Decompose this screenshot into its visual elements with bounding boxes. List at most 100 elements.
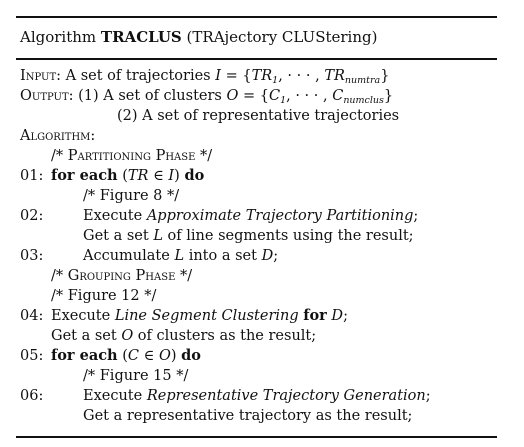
line-fragment: /* Figure 15 */ <box>83 368 189 384</box>
line-text: Execute Approximate Trajectory Partition… <box>83 206 418 226</box>
line-fragment: Execute <box>83 388 147 404</box>
line-number: 02: <box>20 208 44 224</box>
algorithm-line: 04: Execute Line Segment Clustering for D… <box>20 306 496 326</box>
algorithm-line: /* Figure 15 */ <box>20 366 496 386</box>
title-rule <box>16 58 497 60</box>
line-number: 03: <box>20 248 44 264</box>
line-fragment: ) <box>170 348 182 364</box>
algorithm-line: /* Grouping Phase */ <box>20 266 496 286</box>
bottom-rule <box>16 436 497 438</box>
algorithm-line: Output: (1) A set of clusters O = {C1, ·… <box>20 86 496 106</box>
algorithm-line: 06: Execute Representative Trajectory Gen… <box>20 386 496 406</box>
line-number: 06: <box>20 388 44 404</box>
line-fragment: /* Figure 8 */ <box>83 188 180 204</box>
algorithm-box: Algorithm TRACLUS (TRAjectory CLUStering… <box>16 12 497 438</box>
line-fragment: = { <box>238 88 269 104</box>
line-fragment: (2) A set of representative trajectories <box>117 108 400 124</box>
line-text: Accumulate L into a set D; <box>83 246 278 266</box>
title-suffix: (TRAjectory CLUStering) <box>181 28 378 46</box>
line-fragment: Input <box>20 68 57 84</box>
line-fragment: ∈ <box>138 348 159 364</box>
line-fragment: O <box>158 348 171 364</box>
algorithm-line: /* Figure 8 */ <box>20 186 496 206</box>
line-fragment: L <box>153 228 163 244</box>
line-fragment: Get a representative trajectory as the r… <box>83 408 413 424</box>
line-fragment: : A set of trajectories <box>56 68 216 84</box>
line-fragment: C <box>127 348 139 364</box>
line-text: Get a representative trajectory as the r… <box>83 406 412 426</box>
line-fragment: do <box>184 167 205 184</box>
algorithm-title: Algorithm TRACLUS (TRAjectory CLUStering… <box>20 27 377 47</box>
line-text: for each (C ∈ O) do <box>51 346 201 366</box>
line-fragment: : <box>90 128 96 144</box>
line-fragment: } <box>380 68 390 84</box>
line-number: 05: <box>20 348 44 364</box>
line-fragment: ∈ <box>148 168 169 184</box>
line-text: for each (TR ∈ I) do <box>51 166 204 186</box>
algorithm-line: Get a set O of clusters as the result; <box>20 326 496 346</box>
line-fragment: , · · · , <box>278 68 325 84</box>
line-fragment: numclus <box>343 95 384 106</box>
line-fragment: ) <box>174 168 185 184</box>
line-fragment: TR <box>324 68 345 84</box>
line-fragment: ; <box>273 248 279 264</box>
line-fragment: I <box>168 168 175 184</box>
line-fragment: for each <box>51 167 118 184</box>
line-fragment: Accumulate <box>83 248 175 264</box>
line-fragment: Get a set <box>51 328 122 344</box>
line-fragment: L <box>174 248 185 264</box>
algorithm-line: /* Figure 12 */ <box>20 286 496 306</box>
line-fragment: C <box>332 88 344 104</box>
line-fragment: ( <box>117 168 128 184</box>
line-fragment: I <box>215 68 221 84</box>
line-text: /* Figure 8 */ <box>83 186 179 206</box>
line-fragment: into a set <box>184 248 262 264</box>
line-fragment: } <box>383 88 394 104</box>
line-text: Input: A set of trajectories I = {TR1, ·… <box>20 66 389 86</box>
line-fragment: ( <box>117 348 128 364</box>
line-fragment: numtra <box>344 75 381 86</box>
algorithm-line: Input: A set of trajectories I = {TR1, ·… <box>20 66 496 86</box>
line-fragment: Algorithm <box>20 128 91 144</box>
algorithm-line: Get a representative trajectory as the r… <box>20 406 496 426</box>
line-number: 01: <box>20 168 44 184</box>
line-number: 04: <box>20 308 44 324</box>
line-text: /* Figure 15 */ <box>83 366 188 386</box>
line-fragment: /* <box>51 148 68 164</box>
algorithm-line: /* Partitioning Phase */ <box>20 146 496 166</box>
line-fragment: Representative Trajectory Generation <box>146 388 426 404</box>
line-fragment: of line segments using the result; <box>162 228 414 244</box>
title-prefix: Algorithm <box>20 28 101 46</box>
title-name: TRACLUS <box>100 28 182 46</box>
line-fragment: ; <box>425 388 431 404</box>
line-fragment: Grouping Phase <box>67 268 176 284</box>
line-fragment: Approximate Trajectory Partitioning <box>146 208 414 224</box>
line-fragment: Partitioning Phase <box>67 148 196 164</box>
algorithm-line: 03: Accumulate L into a set D; <box>20 246 496 266</box>
line-text: Execute Representative Trajectory Genera… <box>83 386 431 406</box>
algorithm-line: (2) A set of representative trajectories <box>20 106 496 126</box>
line-fragment: Line Segment Clustering <box>114 308 299 324</box>
line-text: Execute Line Segment Clustering for D; <box>51 306 348 326</box>
line-text: (2) A set of representative trajectories <box>117 106 399 126</box>
line-fragment: /* <box>51 268 68 284</box>
line-text: Output: (1) A set of clusters O = {C1, ·… <box>20 86 393 106</box>
line-fragment: */ <box>195 148 213 164</box>
algorithm-line: 01: for each (TR ∈ I) do <box>20 166 496 186</box>
line-text: /* Grouping Phase */ <box>51 266 192 286</box>
line-fragment: Execute <box>51 308 115 324</box>
line-fragment: /* Figure 12 */ <box>51 288 157 304</box>
line-fragment: O <box>121 328 134 344</box>
line-text: Algorithm: <box>20 126 95 146</box>
line-fragment: C <box>268 88 281 104</box>
line-fragment: : (1) A set of clusters <box>68 88 227 104</box>
line-fragment: do <box>181 347 201 364</box>
algorithm-line: 02: Execute Approximate Trajectory Partit… <box>20 206 496 226</box>
line-fragment: of clusters as the result; <box>133 328 317 344</box>
line-fragment: TR <box>127 168 149 184</box>
line-fragment: O <box>226 88 239 104</box>
line-fragment: for <box>303 307 327 324</box>
line-fragment: Execute <box>83 208 147 224</box>
line-fragment: */ <box>175 268 193 284</box>
line-fragment: 1 <box>272 75 279 86</box>
